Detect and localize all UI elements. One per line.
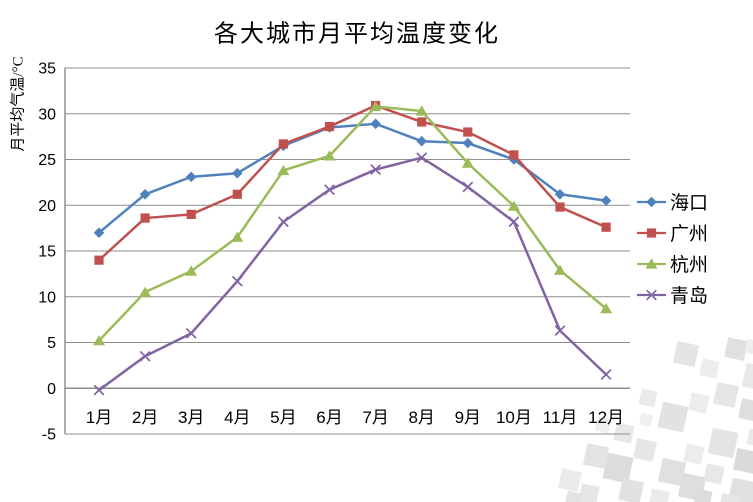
data-point-marker: [600, 195, 612, 206]
legend-label: 青岛: [670, 286, 709, 307]
data-point-marker: [370, 164, 382, 175]
y-tick-label: 5: [47, 335, 56, 352]
x-tick-label: 11月: [543, 408, 578, 427]
x-tick-label: 2月: [132, 408, 158, 427]
series-line: [97, 105, 608, 342]
data-point-marker: [277, 164, 290, 176]
data-point-marker: [232, 189, 242, 199]
y-tick-label: 35: [38, 61, 56, 78]
data-point-marker: [600, 369, 612, 380]
x-tick-label: 8月: [408, 408, 434, 427]
data-point-marker: [94, 255, 104, 265]
legend-label: 杭州: [670, 255, 709, 276]
y-tick-label: 20: [38, 198, 56, 215]
x-tick-label: 9月: [455, 408, 481, 427]
series-line: [97, 104, 608, 262]
data-point-marker: [416, 152, 428, 164]
data-point-marker: [554, 325, 566, 337]
square-marker-icon: [637, 227, 666, 238]
legend-label: 广州: [670, 224, 709, 245]
data-point-marker: [646, 196, 657, 207]
x-tick-label: 12月: [588, 408, 624, 427]
x-tick-label: 6月: [316, 408, 342, 427]
x-marker-icon: [637, 289, 666, 300]
data-point-marker: [554, 264, 566, 275]
data-point-marker: [185, 171, 197, 183]
data-point-marker: [462, 137, 474, 149]
series-杭州: [93, 100, 613, 346]
x-tick-label: 5月: [270, 408, 296, 427]
chart-title: 各大城市月平均温度变化: [214, 21, 500, 48]
x-tick-label: 3月: [178, 408, 204, 427]
data-point-marker: [415, 105, 428, 116]
x-tick-label: 7月: [362, 408, 388, 427]
data-point-marker: [186, 209, 196, 219]
data-point-marker: [232, 167, 243, 179]
data-point-marker: [601, 222, 611, 232]
data-point-marker: [646, 227, 657, 238]
legend-item-杭州: 杭州: [636, 248, 708, 279]
data-point-marker: [185, 265, 198, 276]
data-point-marker: [139, 350, 151, 362]
data-point-marker: [231, 275, 243, 287]
data-point-marker: [323, 150, 336, 161]
data-point-marker: [93, 227, 105, 238]
y-tick-label: -5: [42, 427, 56, 444]
legend-item-青岛: 青岛: [636, 279, 708, 310]
legend: 海口 广州 杭州 青岛: [636, 186, 708, 310]
data-point-marker: [185, 327, 197, 339]
data-point-marker: [277, 216, 289, 228]
data-point-marker: [555, 202, 565, 212]
x-tick-label: 4月: [224, 408, 250, 427]
data-point-marker: [93, 335, 105, 346]
data-point-marker: [278, 139, 288, 149]
y-tick-labels: -5 0 5 10 15 20 25 30 35: [38, 61, 56, 444]
data-point-marker: [370, 118, 381, 130]
data-point-marker: [646, 289, 657, 300]
data-point-marker: [416, 135, 427, 147]
triangle-marker-icon: [637, 257, 666, 269]
legend-label: 海口: [670, 193, 709, 214]
data-point-marker: [554, 188, 566, 200]
y-tick-label: 30: [38, 106, 56, 123]
data-point-marker: [509, 150, 519, 160]
data-point-marker: [461, 157, 474, 168]
data-point-marker: [140, 213, 150, 223]
data-point-marker: [462, 181, 474, 193]
series-青岛: [93, 152, 612, 396]
data-point-marker: [507, 200, 520, 211]
data-point-marker: [139, 286, 152, 297]
y-axis-title: 月平均气温/°C: [10, 56, 27, 152]
legend-item-广州: 广州: [636, 217, 708, 248]
y-tick-label: 15: [38, 244, 56, 261]
series-line: [97, 156, 608, 392]
y-tick-label: 10: [38, 289, 56, 306]
diamond-marker-icon: [637, 196, 666, 207]
data-point-marker: [508, 216, 520, 228]
y-tick-label: 0: [47, 381, 56, 398]
data-point-marker: [645, 257, 658, 269]
data-point-marker: [324, 121, 335, 132]
legend-item-海口: 海口: [636, 186, 708, 217]
data-point-marker: [463, 127, 473, 137]
data-point-marker: [139, 188, 151, 200]
data-point-marker: [600, 303, 613, 314]
data-point-marker: [324, 184, 335, 196]
data-point-marker: [231, 231, 244, 242]
x-tick-labels: 1月 2月 3月 4月 5月 6月 7月 8月 9月 10月 11月 12月: [86, 408, 624, 427]
data-point-marker: [93, 384, 105, 396]
x-tick-label: 1月: [86, 408, 112, 427]
y-tick-label: 25: [38, 152, 56, 169]
data-point-marker: [369, 100, 382, 112]
data-point-marker: [417, 117, 427, 127]
x-tick-label: 10月: [496, 408, 532, 427]
